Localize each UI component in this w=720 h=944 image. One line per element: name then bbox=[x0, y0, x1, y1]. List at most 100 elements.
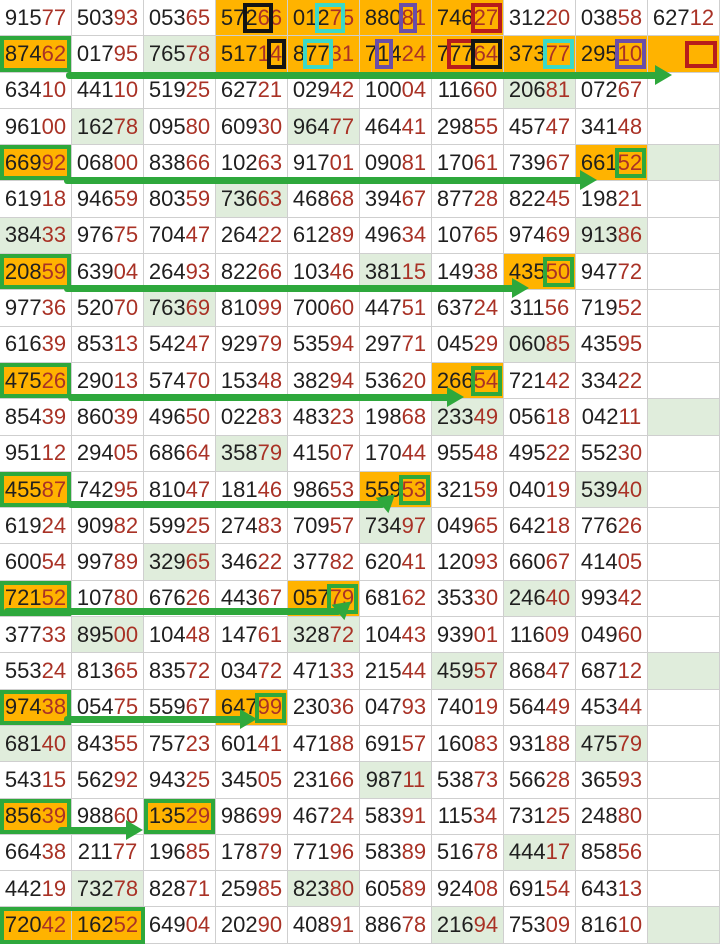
number-red-digits: 78 bbox=[113, 875, 139, 901]
table-cell: 297 71 bbox=[360, 326, 432, 363]
table-cell: 457 47 bbox=[504, 108, 576, 146]
number-black-digits: 248 bbox=[580, 803, 618, 829]
number-black-digits: 895 bbox=[76, 621, 114, 647]
number-red-digits: 65 bbox=[113, 657, 139, 683]
table-cell: 986 99 bbox=[216, 798, 288, 835]
number-black-digits: 964 bbox=[292, 113, 330, 139]
number-black-digits: 939 bbox=[436, 621, 474, 647]
number-red-digits: 83 bbox=[473, 730, 499, 756]
number-black-digits: 854 bbox=[4, 403, 42, 429]
table-cell: 987 11 bbox=[360, 762, 432, 799]
number-black-digits: 115 bbox=[437, 803, 473, 829]
number-red-digits: 63 bbox=[257, 186, 283, 212]
table-cell: 612 89 bbox=[288, 217, 360, 255]
number-black-digits: 691 bbox=[364, 730, 402, 756]
number-red-digits: 83 bbox=[257, 512, 283, 538]
number-red-digits: 34 bbox=[472, 803, 498, 829]
table-cell: 536 20 bbox=[360, 362, 432, 400]
number-red-digits: 54 bbox=[41, 549, 67, 575]
table-cell: 660 67 bbox=[504, 544, 576, 581]
number-red-digits: 39 bbox=[41, 331, 67, 357]
number-red-digits: 44 bbox=[401, 657, 427, 683]
number-red-digits: 57 bbox=[329, 512, 355, 538]
number-black-digits: 771 bbox=[292, 839, 330, 865]
number-black-digits: 929 bbox=[220, 331, 258, 357]
number-red-digits: 39 bbox=[41, 403, 67, 429]
table-cell: 643 13 bbox=[576, 871, 648, 908]
table-cell: 559 53 bbox=[360, 471, 432, 509]
number-red-digits: 97 bbox=[401, 512, 427, 538]
table-cell: 860 39 bbox=[72, 399, 144, 436]
number-black-digits: 312 bbox=[508, 4, 546, 30]
number-red-digits: 82 bbox=[113, 512, 139, 538]
table-cell: 365 93 bbox=[576, 762, 648, 799]
number-red-digits: 68 bbox=[329, 186, 355, 212]
number-black-digits: 233 bbox=[436, 403, 474, 429]
table-cell: 838 66 bbox=[144, 145, 216, 182]
number-red-digits: 05 bbox=[113, 440, 139, 466]
table-cell bbox=[648, 181, 720, 218]
number-red-digits: 57 bbox=[401, 730, 427, 756]
number-black-digits: 208 bbox=[4, 258, 42, 284]
number-black-digits: 946 bbox=[76, 186, 114, 212]
number-black-digits: 877 bbox=[436, 186, 474, 212]
table-cell: 913 86 bbox=[576, 217, 648, 255]
number-red-digits: 80 bbox=[617, 803, 643, 829]
number-black-digits: 259 bbox=[220, 875, 258, 901]
number-black-digits: 599 bbox=[148, 512, 186, 538]
table-cell: 384 33 bbox=[0, 217, 72, 255]
number-red-digits: 79 bbox=[329, 585, 355, 611]
table-cell: 539 40 bbox=[576, 471, 648, 509]
number-black-digits: 559 bbox=[364, 476, 402, 502]
number-red-digits: 67 bbox=[545, 149, 571, 175]
number-black-digits: 459 bbox=[436, 657, 474, 683]
number-black-digits: 196 bbox=[148, 839, 186, 865]
number-red-digits: 78 bbox=[185, 40, 211, 66]
number-red-digits: 93 bbox=[401, 694, 427, 720]
number-red-digits: 30 bbox=[617, 440, 643, 466]
number-black-digits: 264 bbox=[148, 258, 186, 284]
table-cell bbox=[648, 108, 720, 146]
highlighted-table-cell: 135 29 bbox=[144, 798, 216, 835]
number-red-digits: 18 bbox=[545, 403, 571, 429]
table-cell: 843 55 bbox=[72, 725, 144, 763]
number-red-digits: 12 bbox=[689, 4, 715, 30]
number-black-digits: 475 bbox=[580, 730, 618, 756]
number-black-digits: 049 bbox=[436, 512, 474, 538]
number-red-digits: 47 bbox=[185, 476, 211, 502]
table-cell bbox=[648, 907, 720, 944]
table-cell: 248 80 bbox=[576, 798, 648, 835]
number-red-digits: 63 bbox=[257, 149, 283, 175]
number-black-digits: 757 bbox=[148, 730, 186, 756]
number-black-digits: 170 bbox=[364, 440, 402, 466]
table-cell: 464 41 bbox=[360, 108, 432, 146]
number-red-digits: 64 bbox=[473, 40, 499, 66]
number-black-digits: 803 bbox=[148, 186, 186, 212]
table-cell: 877 31 bbox=[288, 36, 360, 73]
number-black-digits: 860 bbox=[76, 403, 114, 429]
table-cell: 583 91 bbox=[360, 798, 432, 835]
number-red-digits: 77 bbox=[41, 4, 67, 30]
table-cell: 951 12 bbox=[0, 435, 72, 472]
number-black-digits: 681 bbox=[4, 730, 42, 756]
number-red-digits: 13 bbox=[113, 331, 139, 357]
number-red-digits: 48 bbox=[617, 113, 643, 139]
number-black-digits: 104 bbox=[148, 621, 186, 647]
number-black-digits: 034 bbox=[220, 657, 258, 683]
number-black-digits: 619 bbox=[4, 186, 42, 212]
table-cell: 038 58 bbox=[576, 0, 648, 37]
number-black-digits: 987 bbox=[365, 766, 403, 792]
number-red-digits: 66 bbox=[257, 4, 283, 30]
table-cell: 104 48 bbox=[144, 617, 216, 654]
table-cell: 346 22 bbox=[216, 544, 288, 581]
number-red-digits: 36 bbox=[329, 694, 355, 720]
number-red-digits: 53 bbox=[329, 476, 355, 502]
number-red-digits: 46 bbox=[329, 258, 355, 284]
number-red-digits: 39 bbox=[41, 803, 67, 829]
number-black-digits: 686 bbox=[148, 440, 186, 466]
number-black-digits: 660 bbox=[508, 549, 546, 575]
number-black-digits: 828 bbox=[148, 875, 186, 901]
table-cell: 381 15 bbox=[360, 254, 432, 291]
green-arrow-line bbox=[64, 285, 517, 292]
